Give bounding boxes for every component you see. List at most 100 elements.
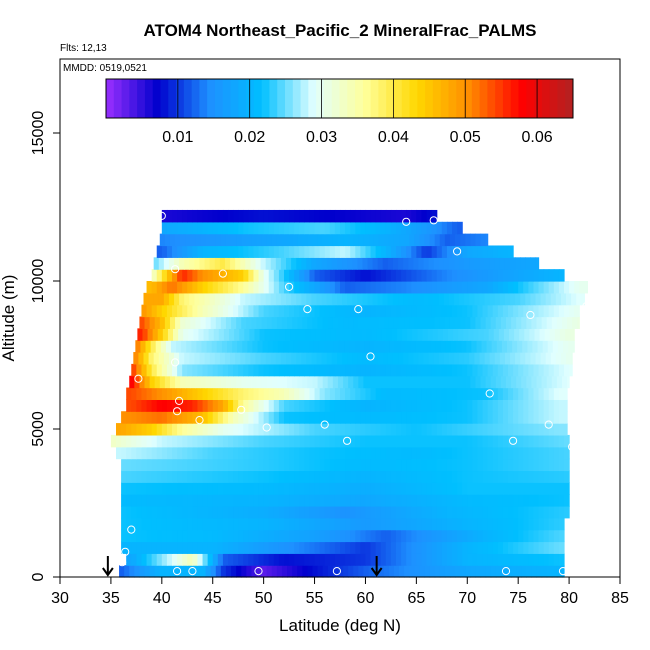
heatmap-cell (355, 269, 361, 282)
colorbar-segment (113, 79, 123, 118)
heatmap-cell (263, 458, 270, 472)
heatmap-cell (533, 411, 540, 424)
heatmap-cell (314, 304, 321, 318)
heatmap-cell (216, 340, 223, 353)
heatmap-cell (351, 328, 357, 341)
heatmap-cell (523, 505, 529, 519)
colorbar-segment (300, 79, 309, 118)
heatmap-cell (385, 209, 392, 223)
heatmap-cell (243, 363, 249, 377)
heatmap-cell (319, 423, 326, 436)
heatmap-cell (346, 328, 352, 341)
heatmap-cell (421, 221, 428, 235)
heatmap-cell (542, 340, 549, 353)
heatmap-cell (277, 340, 284, 353)
heatmap-cell (312, 233, 319, 247)
heatmap-cell (436, 505, 443, 519)
heatmap-cell (485, 375, 492, 389)
heatmap-cell (313, 340, 320, 353)
heatmap-cell (502, 411, 509, 424)
heatmap-cell (497, 411, 504, 424)
heatmap-cell (180, 233, 186, 247)
heatmap-cell (543, 529, 550, 543)
heatmap-cell (334, 304, 341, 318)
heatmap-cell (248, 399, 255, 412)
heatmap-cell (513, 458, 519, 472)
heatmap-cell (553, 470, 560, 483)
heatmap-cell (559, 328, 566, 341)
heatmap-cell (238, 505, 244, 519)
heatmap-cell (177, 517, 183, 531)
heatmap-cell (385, 423, 392, 436)
colorbar-tick-label: 0.01 (162, 129, 193, 146)
heatmap-cell (207, 387, 214, 400)
heatmap-cell (197, 399, 204, 412)
heatmap-cell (441, 505, 448, 519)
heatmap-cell (232, 340, 238, 353)
heatmap-cell (222, 281, 229, 294)
heatmap-cell (482, 387, 489, 400)
heatmap-cell (436, 458, 443, 472)
heatmap-cell (207, 245, 214, 258)
heatmap-cell (336, 292, 343, 306)
heatmap-cell (187, 458, 193, 472)
heatmap-cell (248, 269, 255, 282)
heatmap-cell (350, 505, 356, 519)
heatmap-cell (355, 245, 361, 258)
heatmap-cell (362, 352, 369, 365)
heatmap-cell (175, 565, 181, 578)
heatmap-cell (393, 316, 400, 329)
heatmap-cell (380, 423, 387, 436)
heatmap-cell (248, 553, 255, 566)
heatmap-cell (360, 470, 367, 483)
heatmap-cell (276, 565, 283, 578)
heatmap-cell (164, 565, 171, 578)
heatmap-cell (482, 517, 489, 531)
heatmap-cell (538, 541, 545, 554)
heatmap-cell (390, 399, 397, 412)
heatmap-cell (182, 458, 188, 472)
heatmap-cell (187, 482, 193, 495)
heatmap-cell (200, 565, 207, 578)
heatmap-cell (518, 505, 524, 519)
heatmap-cell (411, 209, 417, 223)
heatmap-cell (375, 363, 382, 377)
heatmap-cell (452, 434, 458, 448)
heatmap-cell (289, 399, 295, 412)
heatmap-cell (233, 517, 239, 531)
heatmap-cell (357, 292, 363, 306)
heatmap-cell (159, 565, 166, 578)
heatmap-cell (305, 328, 312, 341)
heatmap-cell (390, 470, 397, 483)
heatmap-cell (415, 340, 422, 353)
heatmap-cell (446, 553, 453, 566)
heatmap-cell (284, 458, 290, 472)
heatmap-cell (467, 304, 473, 318)
heatmap-cell (202, 423, 209, 436)
heatmap-cell (436, 387, 443, 400)
heatmap-cell (564, 505, 570, 519)
heatmap-cell (207, 541, 214, 554)
heatmap-cell (299, 411, 305, 424)
heatmap-cell (459, 257, 465, 270)
heatmap-cell (261, 316, 268, 329)
heatmap-cell (192, 482, 199, 495)
heatmap-cell (314, 269, 321, 282)
heatmap-cell (202, 245, 209, 258)
heatmap-cell (487, 434, 494, 448)
heatmap-cell (172, 387, 178, 400)
heatmap-cell (258, 458, 265, 472)
heatmap-cell (294, 387, 300, 400)
heatmap-cell (166, 553, 173, 566)
heatmap-cell (350, 423, 356, 436)
heatmap-cell (168, 292, 175, 306)
heatmap-cell (380, 363, 387, 377)
heatmap-cell (472, 505, 479, 519)
heatmap-cell (554, 328, 561, 341)
heatmap-cell (510, 257, 516, 270)
heatmap-cell (457, 505, 463, 519)
heatmap-cell (265, 257, 272, 270)
heatmap-cell (543, 446, 550, 460)
heatmap-cell (340, 423, 346, 436)
heatmap-cell (487, 505, 494, 519)
